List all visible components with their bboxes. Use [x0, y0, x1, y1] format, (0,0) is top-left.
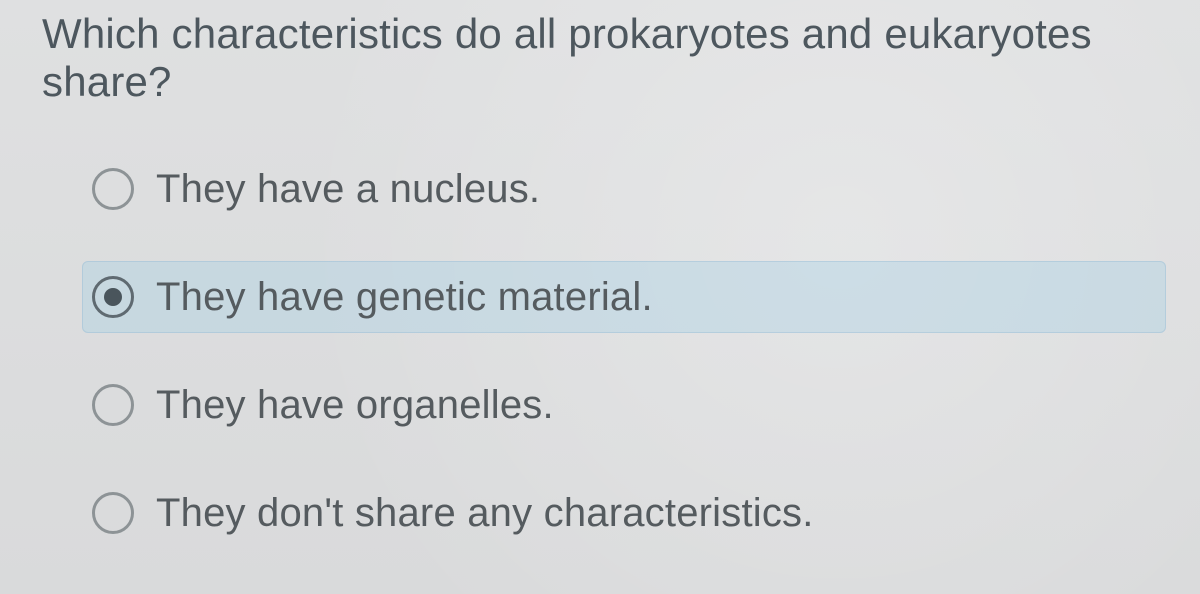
- option-0[interactable]: They have a nucleus.: [82, 153, 1166, 225]
- option-2[interactable]: They have organelles.: [82, 369, 1166, 441]
- quiz-container: Which characteristics do all prokaryotes…: [0, 0, 1200, 549]
- option-label: They don't share any characteristics.: [156, 491, 814, 535]
- radio-icon: [92, 276, 134, 318]
- option-label: They have genetic material.: [156, 275, 653, 319]
- option-1[interactable]: They have genetic material.: [82, 261, 1166, 333]
- radio-icon: [92, 492, 134, 534]
- option-label: They have a nucleus.: [156, 167, 540, 211]
- option-3[interactable]: They don't share any characteristics.: [82, 477, 1166, 549]
- radio-icon: [92, 384, 134, 426]
- question-text: Which characteristics do all prokaryotes…: [42, 0, 1166, 153]
- radio-dot-icon: [104, 288, 122, 306]
- options-list: They have a nucleus. They have genetic m…: [42, 153, 1166, 549]
- radio-icon: [92, 168, 134, 210]
- option-label: They have organelles.: [156, 383, 554, 427]
